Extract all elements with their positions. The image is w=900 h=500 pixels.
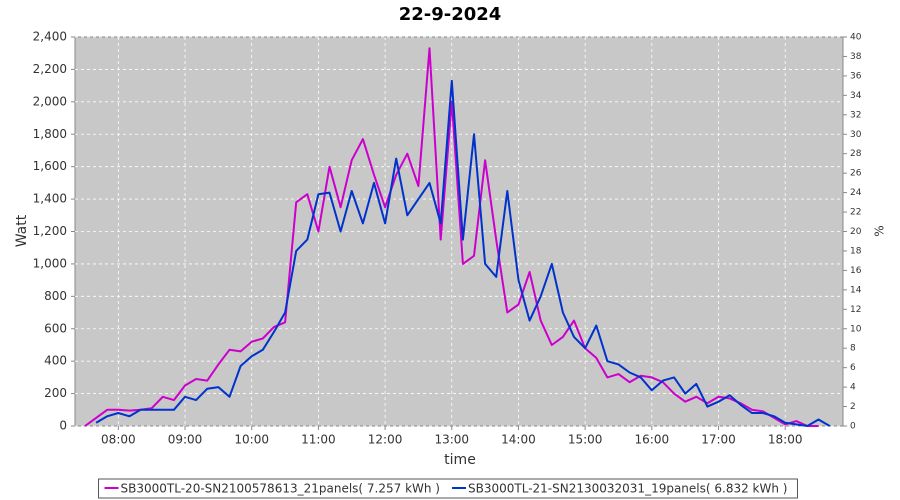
x-tick-label: 18:00	[768, 433, 803, 447]
y-tick-label: 600	[44, 321, 67, 335]
y2-tick-label: 34	[850, 91, 862, 101]
x-tick-label: 15:00	[568, 433, 603, 447]
y-tick-label: 1,000	[33, 256, 67, 270]
y2-tick-label: 28	[850, 149, 862, 159]
y2-axis-label: %	[873, 225, 887, 236]
y2-tick-label: 40	[850, 33, 862, 43]
y2-tick-label: 10	[850, 324, 862, 334]
y-tick-label: 200	[44, 386, 67, 400]
y2-tick-label: 4	[850, 383, 856, 393]
x-tick-label: 12:00	[368, 433, 403, 447]
y-tick-label: 1,200	[33, 224, 67, 238]
y2-tick-label: 26	[850, 169, 862, 179]
y-tick-label: 800	[44, 289, 67, 303]
y2-tick-label: 20	[850, 227, 862, 237]
y2-tick-label: 12	[850, 305, 861, 315]
legend-label: SB3000TL-21-SN2130032031_19panels( 6.832…	[468, 482, 787, 496]
y2-tick-label: 38	[850, 52, 862, 62]
y-tick-label: 400	[44, 354, 67, 368]
x-tick-label: 08:00	[101, 433, 136, 447]
y2-tick-label: 18	[850, 246, 862, 256]
y2-tick-label: 30	[850, 130, 862, 140]
series-line	[95, 79, 831, 427]
x-tick-label: 11:00	[301, 433, 336, 447]
y-tick-label: 2,200	[33, 62, 67, 76]
x-tick-label: 14:00	[501, 433, 536, 447]
y-axis-label: Watt	[14, 214, 30, 247]
series-line	[84, 47, 819, 427]
y2-tick-label: 22	[850, 208, 861, 218]
chart-title: 22-9-2024	[399, 4, 502, 25]
legend-box	[98, 478, 798, 499]
x-tick-label: 17:00	[701, 433, 736, 447]
x-tick-label: 13:00	[434, 433, 469, 447]
x-tick-label: 09:00	[168, 433, 203, 447]
y2-tick-label: 14	[850, 285, 862, 295]
y2-tick-label: 6	[850, 363, 856, 373]
y-tick-label: 2,400	[33, 30, 67, 44]
y-tick-label: 1,400	[33, 192, 67, 206]
y2-tick-label: 36	[850, 71, 862, 81]
y2-tick-label: 8	[850, 344, 856, 354]
y2-tick-label: 2	[850, 402, 856, 412]
x-axis-label: time	[444, 452, 476, 468]
legend-label: SB3000TL-20-SN2100578613_21panels( 7.257…	[121, 482, 440, 496]
y-tick-label: 2,000	[33, 94, 67, 108]
y2-tick-label: 24	[850, 188, 862, 198]
x-tick-label: 16:00	[635, 433, 670, 447]
y2-tick-label: 16	[850, 266, 862, 276]
y-tick-label: 1,800	[33, 127, 67, 141]
y2-tick-label: 32	[850, 110, 861, 120]
x-tick-label: 10:00	[234, 433, 269, 447]
y2-tick-label: 0	[850, 422, 856, 432]
y-tick-label: 1,600	[33, 159, 67, 173]
y-tick-label: 0	[59, 419, 67, 433]
legend: SB3000TL-20-SN2100578613_21panels( 7.257…	[98, 478, 798, 499]
